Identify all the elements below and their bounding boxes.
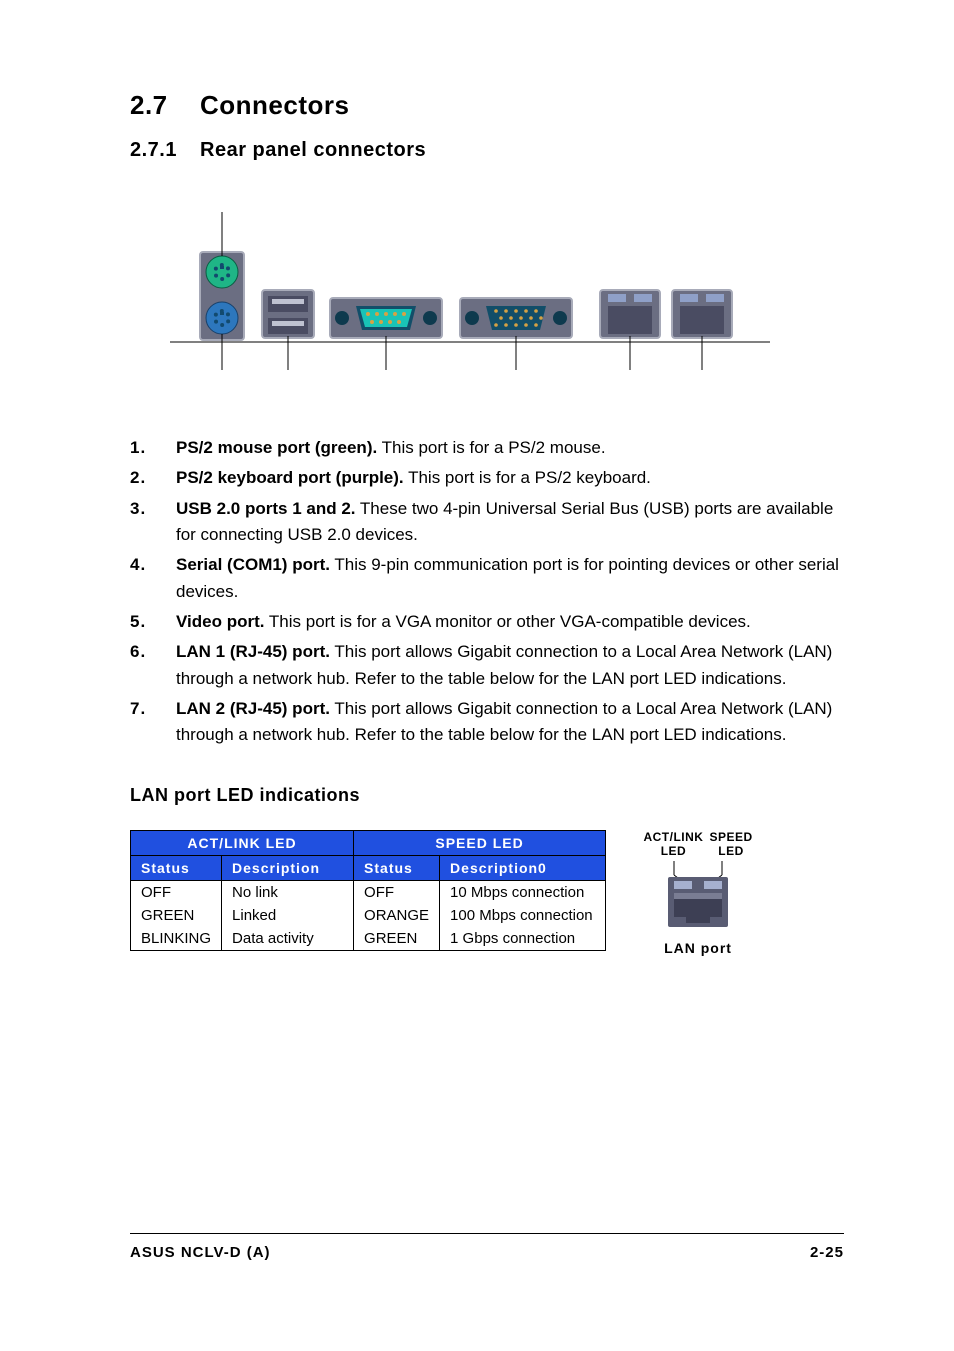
port-item-text: PS/2 keyboard port (purple). This port i… (176, 465, 844, 491)
lan-label-speed-bot: LED (718, 844, 744, 858)
table-cell: ORANGE (354, 904, 440, 927)
table-row: OFFNo linkOFF10 Mbps connection (131, 880, 606, 904)
table-cell: 100 Mbps connection (440, 904, 606, 927)
port-item-bold: USB 2.0 ports 1 and 2. (176, 499, 356, 518)
port-item-bold: LAN 1 (RJ-45) port. (176, 642, 330, 661)
subsection-text: Rear panel connectors (200, 139, 426, 161)
rear-panel-svg (170, 192, 770, 382)
lan-port-svg (638, 861, 758, 931)
port-item-text: LAN 1 (RJ-45) port. This port allows Gig… (176, 639, 844, 692)
table-cell: 10 Mbps connection (440, 880, 606, 904)
port-item: 7.LAN 2 (RJ-45) port. This port allows G… (130, 696, 844, 749)
table-cell: No link (222, 880, 354, 904)
port-item-text: USB 2.0 ports 1 and 2. These two 4-pin U… (176, 496, 844, 549)
table-row: BLINKINGData activityGREEN1 Gbps connect… (131, 927, 606, 951)
table-subheader-status2: Status (354, 855, 440, 880)
section-text: Connectors (200, 90, 349, 120)
port-item-number: 2. (130, 465, 176, 491)
table-cell: Data activity (222, 927, 354, 951)
port-item-bold: PS/2 keyboard port (purple). (176, 468, 404, 487)
table-subheader-status1: Status (131, 855, 222, 880)
led-area: ACT/LINK LED SPEED LED Status Descriptio… (130, 830, 844, 956)
page-footer: ASUS NCLV-D (A) 2-25 (130, 1233, 844, 1261)
port-item-bold: Video port. (176, 612, 264, 631)
footer-right: 2-25 (810, 1244, 844, 1261)
table-cell: OFF (354, 880, 440, 904)
lan-port-diagram: ACT/LINK LED SPEED LED LAN port (638, 830, 758, 956)
port-item-bold: LAN 2 (RJ-45) port. (176, 699, 330, 718)
table-cell: OFF (131, 880, 222, 904)
port-list: 1.PS/2 mouse port (green). This port is … (130, 435, 844, 749)
port-item-number: 1. (130, 435, 176, 461)
lan-diagram-labels: ACT/LINK LED SPEED LED (638, 830, 758, 859)
subsection-title: 2.7.1Rear panel connectors (130, 139, 844, 162)
port-item: 6.LAN 1 (RJ-45) port. This port allows G… (130, 639, 844, 692)
port-item-rest: This port is for a PS/2 keyboard. (404, 468, 651, 487)
rear-panel-diagram (130, 186, 844, 417)
port-item-text: PS/2 mouse port (green). This port is fo… (176, 435, 844, 461)
port-item-bold: PS/2 mouse port (green). (176, 438, 377, 457)
lan-label-actlink-top: ACT/LINK (643, 830, 703, 844)
lan-label-speed: SPEED LED (709, 830, 752, 859)
port-item: 4.Serial (COM1) port. This 9-pin communi… (130, 552, 844, 605)
port-item: 2.PS/2 keyboard port (purple). This port… (130, 465, 844, 491)
table-row: GREENLinkedORANGE100 Mbps connection (131, 904, 606, 927)
port-item-rest: This port is for a VGA monitor or other … (264, 612, 750, 631)
subsection-number: 2.7.1 (130, 139, 200, 162)
table-cell: BLINKING (131, 927, 222, 951)
port-item-number: 5. (130, 609, 176, 635)
lan-label-speed-top: SPEED (709, 830, 752, 844)
port-item-number: 6. (130, 639, 176, 665)
table-header-actlink: ACT/LINK LED (131, 830, 354, 855)
port-item-rest: This port is for a PS/2 mouse. (377, 438, 605, 457)
port-item-number: 4. (130, 552, 176, 578)
lan-port-label: LAN port (638, 940, 758, 956)
led-table: ACT/LINK LED SPEED LED Status Descriptio… (130, 830, 606, 951)
port-item: 1.PS/2 mouse port (green). This port is … (130, 435, 844, 461)
table-cell: GREEN (131, 904, 222, 927)
led-section-title: LAN port LED indications (130, 785, 844, 806)
port-item-text: Serial (COM1) port. This 9-pin communica… (176, 552, 844, 605)
table-subheader-desc2: Description0 (440, 855, 606, 880)
table-cell: Linked (222, 904, 354, 927)
table-cell: GREEN (354, 927, 440, 951)
lan-label-actlink: ACT/LINK LED (643, 830, 703, 859)
port-item-text: Video port. This port is for a VGA monit… (176, 609, 844, 635)
port-item-number: 7. (130, 696, 176, 722)
table-header-speed: SPEED LED (354, 830, 606, 855)
port-item-number: 3. (130, 496, 176, 522)
port-item-bold: Serial (COM1) port. (176, 555, 330, 574)
table-subheader-desc1: Description (222, 855, 354, 880)
footer-left: ASUS NCLV-D (A) (130, 1244, 271, 1261)
section-title: 2.7Connectors (130, 90, 844, 121)
port-item: 5.Video port. This port is for a VGA mon… (130, 609, 844, 635)
port-item-text: LAN 2 (RJ-45) port. This port allows Gig… (176, 696, 844, 749)
port-item: 3.USB 2.0 ports 1 and 2. These two 4-pin… (130, 496, 844, 549)
lan-label-actlink-bot: LED (661, 844, 687, 858)
section-number: 2.7 (130, 90, 200, 121)
table-cell: 1 Gbps connection (440, 927, 606, 951)
